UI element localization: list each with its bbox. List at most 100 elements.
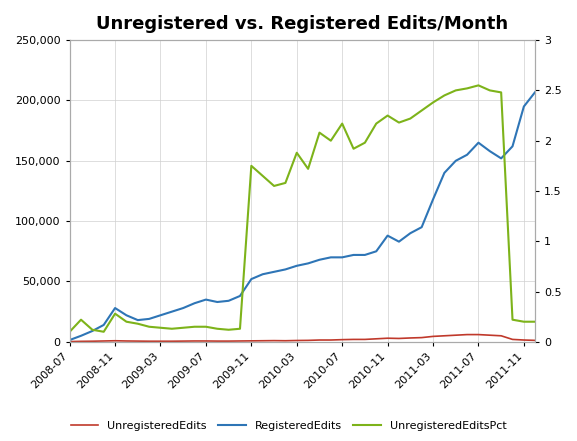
UnregisteredEdits [475,332,482,337]
UnregisteredEditsPct [361,140,368,146]
RegisteredEdits [441,170,448,176]
UnregisteredEditsPct [486,88,493,93]
UnregisteredEdits [509,337,516,342]
UnregisteredEditsPct [339,121,346,126]
RegisteredEdits [248,277,255,282]
RegisteredEdits [271,269,278,274]
UnregisteredEditsPct [407,116,414,121]
UnregisteredEditsPct [134,321,141,326]
RegisteredEdits [452,158,459,164]
RegisteredEdits [225,298,232,303]
RegisteredEdits [111,305,118,310]
UnregisteredEdits [373,336,380,341]
UnregisteredEditsPct [532,319,539,325]
UnregisteredEdits [248,338,255,344]
UnregisteredEdits [305,338,312,343]
UnregisteredEditsPct [168,326,175,331]
UnregisteredEditsPct [145,324,152,329]
UnregisteredEdits [168,339,175,344]
UnregisteredEdits [259,338,266,344]
UnregisteredEdits [407,335,414,340]
RegisteredEdits [384,233,391,238]
RegisteredEdits [89,328,96,333]
UnregisteredEditsPct [395,120,402,125]
UnregisteredEdits [498,333,505,338]
UnregisteredEdits [418,335,425,340]
RegisteredEdits [305,261,312,266]
UnregisteredEdits [100,338,107,344]
RegisteredEdits [203,297,209,302]
UnregisteredEdits [316,337,323,343]
RegisteredEdits [350,252,357,258]
UnregisteredEdits [134,338,141,344]
RegisteredEdits [373,249,380,254]
RegisteredEdits [168,309,175,314]
RegisteredEdits [418,224,425,230]
UnregisteredEdits [214,338,221,344]
UnregisteredEditsPct [100,329,107,334]
RegisteredEdits [157,313,164,318]
UnregisteredEditsPct [111,311,118,316]
Line: UnregisteredEditsPct: UnregisteredEditsPct [70,86,535,332]
RegisteredEdits [191,301,198,306]
RegisteredEdits [361,252,368,258]
RegisteredEdits [395,239,402,244]
UnregisteredEdits [441,333,448,338]
UnregisteredEdits [157,339,164,344]
UnregisteredEditsPct [157,325,164,330]
UnregisteredEdits [123,338,130,344]
UnregisteredEdits [111,338,118,344]
RegisteredEdits [327,255,334,260]
UnregisteredEditsPct [384,113,391,118]
UnregisteredEdits [203,338,209,344]
Line: RegisteredEdits: RegisteredEdits [70,92,535,340]
UnregisteredEdits [180,338,187,344]
UnregisteredEditsPct [475,83,482,88]
UnregisteredEditsPct [441,93,448,98]
UnregisteredEdits [486,333,493,338]
UnregisteredEditsPct [429,100,436,105]
UnregisteredEditsPct [373,121,380,126]
UnregisteredEdits [77,339,84,344]
UnregisteredEditsPct [66,329,73,334]
RegisteredEdits [475,140,482,146]
UnregisteredEditsPct [214,326,221,331]
UnregisteredEditsPct [327,138,334,143]
UnregisteredEditsPct [520,319,527,325]
UnregisteredEditsPct [271,183,278,189]
RegisteredEdits [498,156,505,161]
RegisteredEdits [214,299,221,305]
UnregisteredEdits [350,337,357,342]
UnregisteredEditsPct [259,173,266,179]
UnregisteredEdits [145,339,152,344]
RegisteredEdits [407,231,414,236]
RegisteredEdits [520,104,527,109]
RegisteredEdits [293,263,300,269]
RegisteredEdits [145,316,152,321]
UnregisteredEditsPct [305,166,312,172]
UnregisteredEditsPct [77,317,84,322]
RegisteredEdits [316,257,323,262]
UnregisteredEdits [532,338,539,343]
UnregisteredEdits [452,333,459,338]
UnregisteredEditsPct [248,163,255,168]
UnregisteredEditsPct [282,180,289,186]
UnregisteredEditsPct [464,86,471,91]
UnregisteredEditsPct [293,150,300,155]
UnregisteredEditsPct [180,325,187,330]
UnregisteredEditsPct [123,319,130,325]
RegisteredEdits [532,90,539,95]
UnregisteredEdits [282,338,289,344]
UnregisteredEditsPct [225,327,232,333]
RegisteredEdits [77,333,84,338]
Legend: UnregisteredEdits, RegisteredEdits, UnregisteredEditsPct: UnregisteredEdits, RegisteredEdits, Unre… [66,417,511,435]
RegisteredEdits [134,318,141,323]
RegisteredEdits [237,293,243,299]
UnregisteredEdits [520,337,527,343]
UnregisteredEdits [225,338,232,344]
UnregisteredEditsPct [498,90,505,95]
UnregisteredEdits [89,339,96,344]
RegisteredEdits [486,149,493,154]
UnregisteredEditsPct [509,317,516,322]
Line: UnregisteredEdits: UnregisteredEdits [70,335,535,342]
